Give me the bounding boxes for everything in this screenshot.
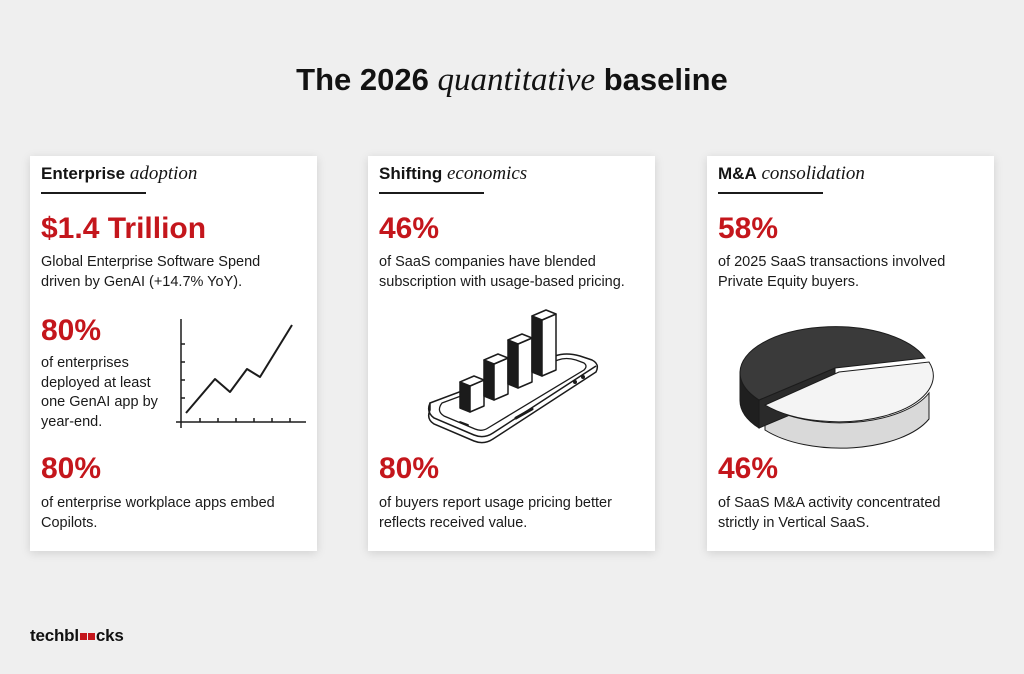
stat-value: 80% [41, 452, 102, 485]
stat-description: of SaaS M&A activity concentrated strict… [718, 495, 941, 531]
card-heading: Shifting economics [379, 162, 527, 186]
title-suffix: baseline [595, 62, 728, 97]
card-heading: M&A consolidation [718, 162, 865, 186]
phone-bar-chart-icon [427, 309, 599, 444]
card-heading-italic: economics [447, 163, 528, 184]
heading-underline [41, 192, 146, 194]
card-heading-italic: consolidation [761, 163, 865, 184]
stat-description: of enterprises deployed at least one Gen… [41, 355, 158, 430]
stat-value: 80% [379, 452, 440, 485]
card-shifting-economics: Shifting economics 46% of SaaS companies… [368, 156, 655, 551]
stat-value: 46% [379, 212, 440, 245]
stat-description: Global Enterprise Software Spend driven … [41, 254, 261, 290]
page-title: The 2026 quantitative baseline [0, 58, 1024, 102]
stat-value: 80% [41, 314, 102, 347]
logo-text-end: cks [95, 626, 124, 645]
card-heading-bold: M&A [718, 164, 757, 183]
stat-value: 58% [718, 212, 779, 245]
heading-underline [379, 192, 484, 194]
card-heading: Enterprise adoption [41, 162, 197, 186]
line-chart-icon [176, 319, 306, 428]
heading-underline [718, 192, 823, 194]
card-heading-bold: Enterprise [41, 164, 126, 183]
title-prefix: The 2026 [296, 62, 438, 97]
logo-text-start: techbl [30, 626, 79, 645]
card-enterprise-adoption: Enterprise adoption $1.4 Trillion Global… [30, 156, 317, 551]
stat-value: $1.4 Trillion [41, 212, 207, 245]
stat-description: of 2025 SaaS transactions involved Priva… [718, 254, 946, 290]
stat-value: 46% [718, 452, 779, 485]
logo-blocks-icon [79, 632, 95, 640]
card-heading-italic: adoption [129, 163, 198, 184]
stat-description: of buyers report usage pricing better re… [379, 495, 612, 531]
title-italic: quantitative [437, 62, 596, 98]
card-ma-consolidation: M&A consolidation 58% of 2025 SaaS trans… [707, 156, 994, 551]
card-heading-bold: Shifting [379, 164, 443, 183]
stat-description: of SaaS companies have blended subscript… [379, 254, 625, 290]
stat-description: of enterprise workplace apps embed Copil… [41, 495, 275, 531]
pie-chart-icon [739, 326, 934, 449]
techblocks-logo: techbl cks [30, 626, 124, 646]
